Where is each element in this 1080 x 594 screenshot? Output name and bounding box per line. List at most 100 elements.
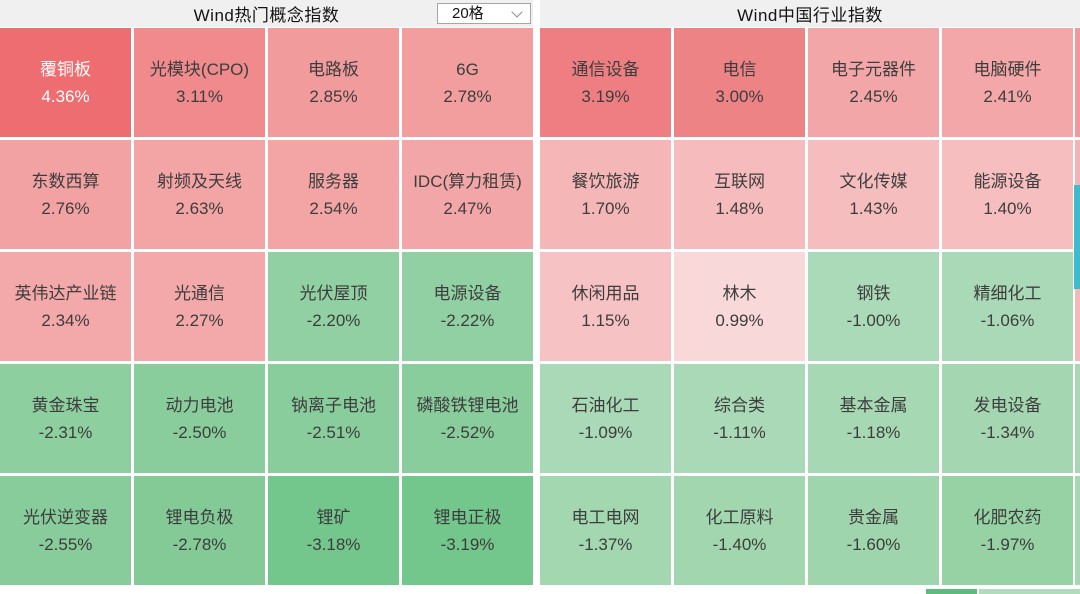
heatmap-cell[interactable]: 锂电正极 -3.19%: [402, 476, 533, 585]
heatmap-cell[interactable]: 能源设备 1.40%: [942, 140, 1073, 249]
heatmap-cell[interactable]: 动力电池 -2.50%: [134, 364, 265, 473]
heatmap-cell[interactable]: 光伏屋顶 -2.20%: [268, 252, 399, 361]
industry-heatmap: 通信设备 3.19% 电信 3.00% 电子元器件 2.45% 电脑硬件 2.4…: [540, 28, 1073, 585]
cell-change: -2.55%: [38, 534, 93, 554]
cell-change: 1.48%: [715, 198, 764, 218]
chevron-down-icon: [511, 6, 523, 18]
concept-heatmap: 覆铜板 4.36% 光模块(CPO) 3.11% 电路板 2.85% 6G 2.…: [0, 28, 533, 585]
cell-change: -3.18%: [306, 534, 361, 554]
cell-change: 3.19%: [581, 86, 630, 106]
heatmap-cell[interactable]: 互联网 1.48%: [674, 140, 805, 249]
partial-next-column-row3: [1075, 252, 1080, 361]
cell-label: 电子元器件: [831, 59, 916, 79]
heatmap-cell[interactable]: 光通信 2.27%: [134, 252, 265, 361]
cell-label: 锂矿: [316, 507, 351, 527]
cell-change: 3.00%: [715, 86, 764, 106]
cell-label: 光通信: [174, 283, 225, 303]
cell-label: IDC(算力租赁): [413, 171, 522, 191]
cell-change: 2.78%: [443, 86, 492, 106]
heatmap-cell[interactable]: 服务器 2.54%: [268, 140, 399, 249]
cell-label: 基本金属: [839, 395, 908, 415]
concept-panel-header: Wind热门概念指数 20格: [0, 0, 533, 27]
cell-label: 石油化工: [571, 395, 640, 415]
heatmap-cell[interactable]: 锂矿 -3.18%: [268, 476, 399, 585]
cell-label: 光模块(CPO): [149, 59, 250, 79]
heatmap-cell[interactable]: 综合类 -1.11%: [674, 364, 805, 473]
heatmap-cell[interactable]: 钢铁 -1.00%: [808, 252, 939, 361]
cell-label: 电路板: [308, 59, 359, 79]
cell-change: -2.31%: [38, 422, 93, 442]
grid-size-select-value: 20格: [452, 5, 484, 22]
heatmap-cell[interactable]: 电信 3.00%: [674, 28, 805, 137]
cell-change: 2.47%: [443, 198, 492, 218]
cell-change: 3.11%: [176, 86, 223, 106]
heatmap-cell[interactable]: 化肥农药 -1.97%: [942, 476, 1073, 585]
cell-label: 林木: [722, 283, 757, 303]
cell-label: 射频及天线: [157, 171, 242, 191]
vertical-scrollbar-thumb[interactable]: [1074, 185, 1080, 289]
heatmap-cell[interactable]: 贵金属 -1.60%: [808, 476, 939, 585]
heatmap-cell[interactable]: 英伟达产业链 2.34%: [0, 252, 131, 361]
heatmap-cell[interactable]: 精细化工 -1.06%: [942, 252, 1073, 361]
industry-panel-header: Wind中国行业指数: [540, 0, 1080, 27]
cell-label: 餐饮旅游: [571, 171, 640, 191]
heatmap-cell[interactable]: IDC(算力租赁) 2.47%: [402, 140, 533, 249]
cell-change: -2.22%: [440, 310, 495, 330]
heatmap-cell[interactable]: 石油化工 -1.09%: [540, 364, 671, 473]
heatmap-cell[interactable]: 化工原料 -1.40%: [674, 476, 805, 585]
cell-change: -3.19%: [440, 534, 495, 554]
heatmap-cell[interactable]: 林木 0.99%: [674, 252, 805, 361]
heatmap-cell[interactable]: 通信设备 3.19%: [540, 28, 671, 137]
cell-label: 电脑硬件: [973, 59, 1042, 79]
cell-change: 2.27%: [175, 310, 224, 330]
heatmap-cell[interactable]: 黄金珠宝 -2.31%: [0, 364, 131, 473]
cell-label: 服务器: [308, 171, 359, 191]
cell-label: 贵金属: [848, 507, 899, 527]
heatmap-cell[interactable]: 基本金属 -1.18%: [808, 364, 939, 473]
cell-label: 磷酸铁锂电池: [416, 395, 519, 415]
heatmap-cell[interactable]: 6G 2.78%: [402, 28, 533, 137]
cell-label: 钠离子电池: [291, 395, 376, 415]
cell-label: 覆铜板: [40, 59, 91, 79]
heatmap-cell[interactable]: 射频及天线 2.63%: [134, 140, 265, 249]
heatmap-cell[interactable]: 东数西算 2.76%: [0, 140, 131, 249]
cell-change: -2.78%: [172, 534, 227, 554]
heatmap-cell[interactable]: 休闲用品 1.15%: [540, 252, 671, 361]
heatmap-cell[interactable]: 光模块(CPO) 3.11%: [134, 28, 265, 137]
cell-change: 2.85%: [309, 86, 358, 106]
cell-label: 化工原料: [705, 507, 774, 527]
heatmap-cell[interactable]: 锂电负极 -2.78%: [134, 476, 265, 585]
cell-change: 2.76%: [41, 198, 90, 218]
heatmap-cell[interactable]: 电子元器件 2.45%: [808, 28, 939, 137]
cell-label: 动力电池: [165, 395, 234, 415]
cell-change: 2.34%: [41, 310, 90, 330]
heatmap-cell[interactable]: 发电设备 -1.34%: [942, 364, 1073, 473]
grid-size-select[interactable]: 20格: [437, 3, 531, 24]
cell-change: -1.18%: [846, 422, 901, 442]
heatmap-cell[interactable]: 文化传媒 1.43%: [808, 140, 939, 249]
cell-change: -1.97%: [980, 534, 1035, 554]
cell-label: 光伏逆变器: [23, 507, 108, 527]
cell-change: 4.36%: [41, 86, 90, 106]
cell-label: 英伟达产业链: [14, 283, 117, 303]
heatmap-cell[interactable]: 电脑硬件 2.41%: [942, 28, 1073, 137]
heatmap-cell[interactable]: 餐饮旅游 1.70%: [540, 140, 671, 249]
heatmap-cell[interactable]: 磷酸铁锂电池 -2.52%: [402, 364, 533, 473]
cell-label: 锂电正极: [433, 507, 502, 527]
cell-label: 文化传媒: [839, 171, 908, 191]
heatmap-cell[interactable]: 电源设备 -2.22%: [402, 252, 533, 361]
cell-label: 电信: [722, 59, 757, 79]
cell-change: -1.40%: [712, 534, 767, 554]
concept-panel-title: Wind热门概念指数: [193, 6, 340, 25]
cell-label: 锂电负极: [165, 507, 234, 527]
heatmap-cell[interactable]: 电路板 2.85%: [268, 28, 399, 137]
heatmap-cell[interactable]: 电工电网 -1.37%: [540, 476, 671, 585]
cell-change: -2.52%: [440, 422, 495, 442]
cell-change: -1.60%: [846, 534, 901, 554]
heatmap-cell[interactable]: 钠离子电池 -2.51%: [268, 364, 399, 473]
heatmap-cell[interactable]: 覆铜板 4.36%: [0, 28, 131, 137]
partial-next-column-row1: [1075, 28, 1080, 137]
heatmap-cell[interactable]: 光伏逆变器 -2.55%: [0, 476, 131, 585]
cell-change: -1.34%: [980, 422, 1035, 442]
